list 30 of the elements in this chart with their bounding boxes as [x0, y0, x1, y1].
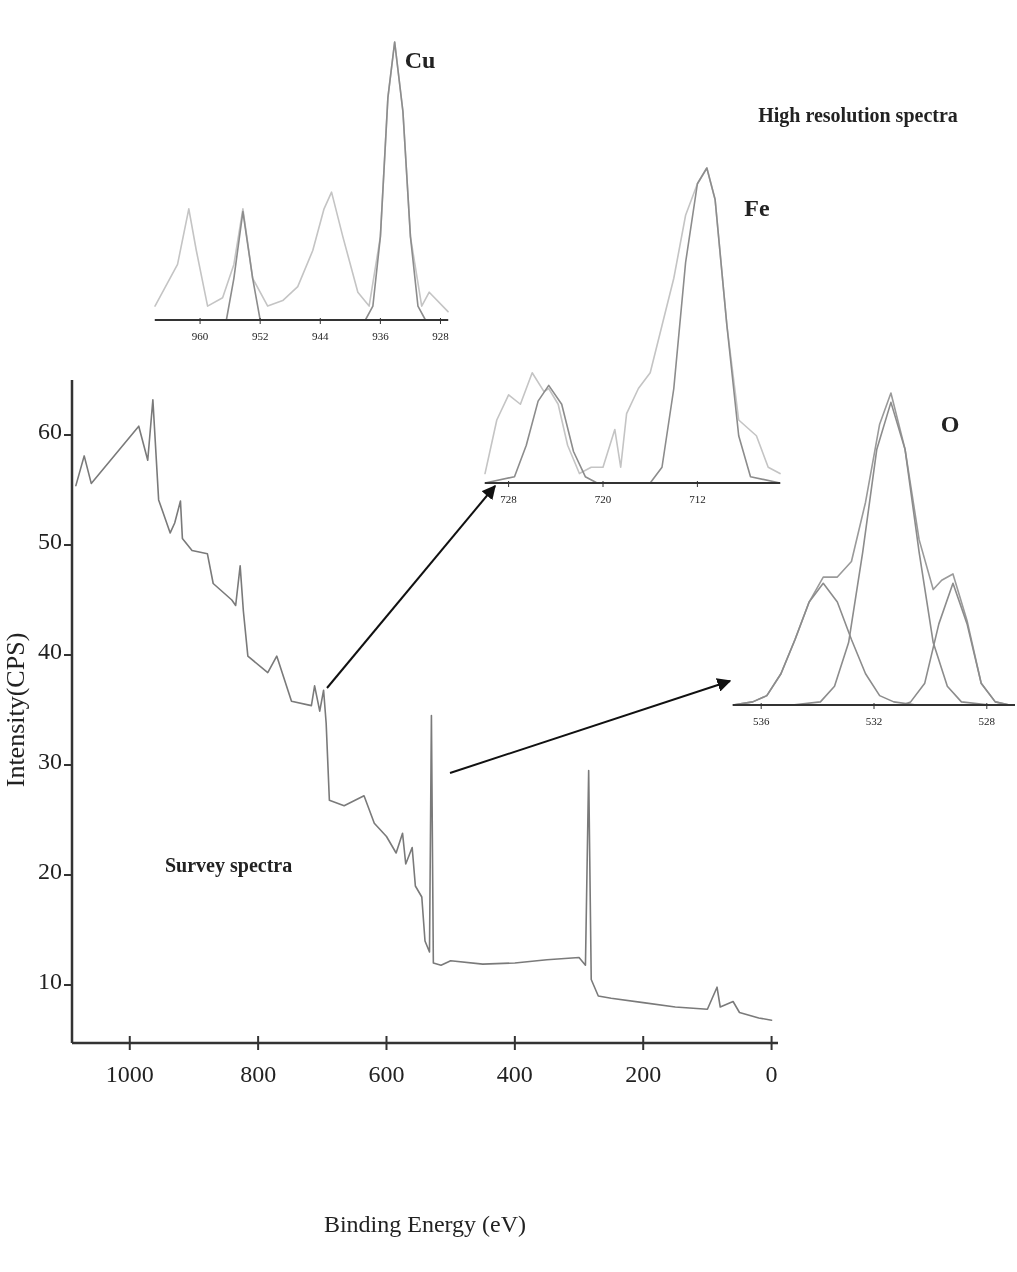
- x-tick-label: 928: [432, 330, 450, 342]
- x-tick-label: 200: [625, 1061, 662, 1087]
- y-axis-title: Intensity(CPS): [1, 632, 30, 788]
- text: Fe: [744, 195, 770, 221]
- x-tick-label: 720: [594, 493, 612, 505]
- x-tick-label: 400: [496, 1061, 533, 1087]
- x-tick-label: 960: [191, 330, 209, 342]
- y-tick-label: 10: [38, 968, 62, 994]
- text: High resolution spectra: [758, 104, 958, 127]
- y-tick-label: 60: [38, 418, 62, 444]
- x-tick-label: 1000: [105, 1061, 154, 1087]
- chart-title: Cu: [404, 47, 436, 73]
- x-tick-label: 728: [500, 493, 518, 505]
- x-tick-label: 944: [312, 330, 330, 342]
- y-tick-label: 20: [38, 858, 62, 884]
- y-tick-label: 30: [38, 748, 62, 774]
- x-tick-label: 936: [372, 330, 390, 342]
- x-tick-label: 800: [240, 1061, 277, 1087]
- y-tick-label: 50: [38, 528, 62, 554]
- x-tick-label: 536: [752, 715, 770, 727]
- text: O: [940, 411, 960, 437]
- x-tick-label: 712: [689, 493, 706, 505]
- x-tick-label: 532: [865, 715, 883, 727]
- annotation: Survey spectra: [165, 854, 293, 877]
- x-tick-label: 600: [368, 1061, 405, 1087]
- x-axis-title: Binding Energy (eV): [323, 1211, 527, 1237]
- y-tick-label: 40: [38, 638, 62, 664]
- x-tick-label: 0: [765, 1061, 778, 1087]
- x-tick-label: 952: [251, 330, 269, 342]
- x-tick-label: 528: [978, 715, 996, 727]
